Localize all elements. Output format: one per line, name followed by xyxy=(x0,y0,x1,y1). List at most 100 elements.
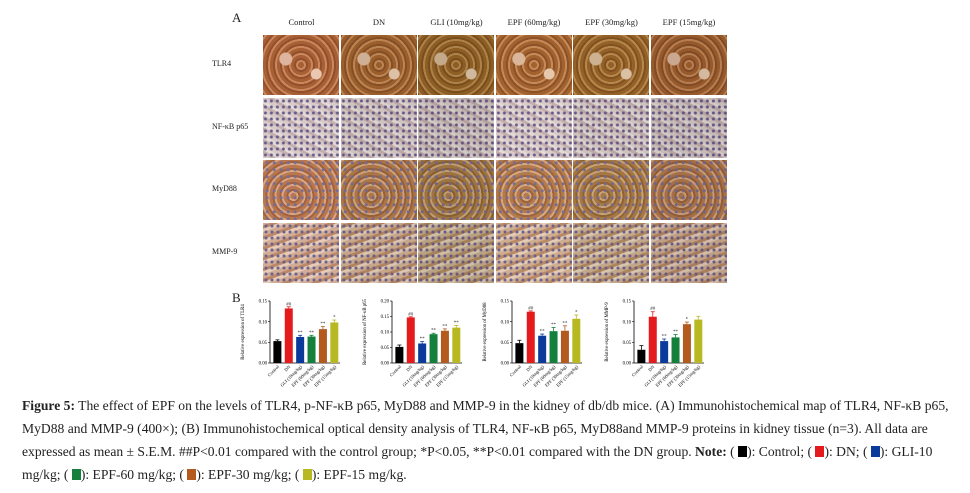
ihc-image xyxy=(340,222,417,283)
ihc-image xyxy=(573,222,649,283)
panel-b-label: B xyxy=(232,290,241,305)
y-tick-label: 0.20 xyxy=(381,300,390,305)
x-tick-label: DN xyxy=(405,364,414,373)
legend-gli: ): GLI-10 mg/kg; ( xyxy=(22,444,933,482)
column-header: DN xyxy=(372,17,386,27)
bar xyxy=(671,337,680,363)
ihc-image xyxy=(263,97,339,158)
legend-epf30: ): EPF-30 mg/kg; ( xyxy=(196,467,300,482)
x-tick-label: DN xyxy=(525,364,534,373)
significance-label: ** xyxy=(320,322,326,327)
x-tick-label: Control xyxy=(509,364,523,378)
y-tick-label: 0.05 xyxy=(381,346,390,351)
column-header: EPF (15mg/kg) xyxy=(662,17,716,27)
bar xyxy=(440,330,449,363)
bar xyxy=(648,316,657,363)
ihc-image xyxy=(573,160,649,220)
ihc-image xyxy=(573,97,649,158)
ihc-image xyxy=(495,160,572,220)
row-label: MyD88 xyxy=(212,184,237,193)
ihc-image xyxy=(263,35,339,95)
ihc-image xyxy=(263,222,339,283)
legend-swatch-control xyxy=(738,446,748,457)
column-header: GLI (10mg/kg) xyxy=(430,17,483,27)
ihc-image xyxy=(340,97,417,158)
ihc-image xyxy=(340,35,417,95)
row-label: MMP-9 xyxy=(212,246,238,256)
bar-chart: Relative expression of NF-κB p65 0.00 0.05… xyxy=(363,298,462,388)
significance-label: ## xyxy=(528,306,534,311)
column-header: EPF (30mg/kg) xyxy=(585,17,638,27)
bar xyxy=(284,308,293,363)
bar xyxy=(637,349,646,363)
row-label: NF-κB p65 xyxy=(212,121,249,131)
y-tick-label: 0.15 xyxy=(623,300,632,305)
bar xyxy=(429,334,438,363)
panel-a-label: A xyxy=(232,10,242,25)
x-tick-label: Control xyxy=(389,364,403,378)
significance-label: ** xyxy=(662,335,668,340)
y-tick-label: 0.15 xyxy=(259,300,268,305)
x-tick-label: Control xyxy=(267,364,281,378)
bar xyxy=(526,311,535,363)
significance-label: ## xyxy=(650,307,656,312)
y-axis-label: Relative expression of MMP-9 xyxy=(605,302,610,362)
y-tick-label: 0.10 xyxy=(623,320,632,325)
bar-chart: Relative expression of MMP-9 0.00 0.05 0.10… xyxy=(605,300,704,388)
bar-chart: Relative expression of TLR4 0.00 0.05 0.10 0… xyxy=(241,300,340,388)
significance-label: ** xyxy=(673,330,679,335)
y-tick-label: 0.00 xyxy=(623,362,632,367)
significance-label: ** xyxy=(420,337,426,342)
y-tick-label: 0.00 xyxy=(381,362,390,367)
ihc-image xyxy=(650,160,727,220)
y-tick-label: 0.05 xyxy=(259,341,268,346)
significance-label: * xyxy=(686,318,689,323)
significance-label: ** xyxy=(298,331,304,336)
ihc-image xyxy=(495,222,572,283)
significance-label: ** xyxy=(454,321,460,326)
bar xyxy=(330,322,339,363)
bar xyxy=(406,317,415,363)
legend-swatch-epf30 xyxy=(187,469,197,480)
y-tick-label: 0.10 xyxy=(259,320,268,325)
y-tick-label: 0.05 xyxy=(623,341,632,346)
legend-control: ): Control; ( xyxy=(747,444,813,459)
bar xyxy=(682,324,691,363)
bar xyxy=(515,343,524,363)
column-header: Control xyxy=(288,17,315,27)
x-tick-label: DN xyxy=(647,364,656,373)
x-tick-label: DN xyxy=(283,364,292,373)
significance-label: ** xyxy=(309,331,315,336)
bar xyxy=(694,319,703,363)
y-tick-label: 0.10 xyxy=(381,331,390,336)
ihc-image xyxy=(418,97,494,158)
legend-swatch-gli xyxy=(870,446,880,457)
ihc-image xyxy=(650,35,727,95)
significance-label: ** xyxy=(551,323,557,328)
ihc-image xyxy=(495,97,572,158)
y-tick-label: 0.00 xyxy=(259,362,268,367)
y-tick-label: 0.10 xyxy=(501,320,510,325)
ihc-image xyxy=(418,222,494,283)
ihc-image xyxy=(650,97,727,158)
bar xyxy=(296,336,305,363)
ihc-image xyxy=(418,160,494,220)
bar xyxy=(549,331,558,363)
significance-label: ** xyxy=(562,321,568,326)
y-tick-label: 0.15 xyxy=(501,300,510,305)
bar xyxy=(560,330,569,363)
legend-swatch-epf60 xyxy=(71,469,81,480)
bar xyxy=(318,329,327,363)
legend-swatch-dn xyxy=(815,446,825,457)
legend-swatch-epf15 xyxy=(302,469,312,480)
bar xyxy=(273,341,282,363)
x-tick-label: Control xyxy=(631,364,645,378)
significance-label: ** xyxy=(431,329,437,334)
bar xyxy=(307,336,316,363)
note-label: Note: xyxy=(695,444,727,459)
bar xyxy=(660,341,669,363)
ihc-image xyxy=(418,35,494,95)
significance-label: ** xyxy=(442,324,448,329)
significance-label: * xyxy=(575,311,578,316)
caption-label: Figure 5: xyxy=(22,398,75,413)
